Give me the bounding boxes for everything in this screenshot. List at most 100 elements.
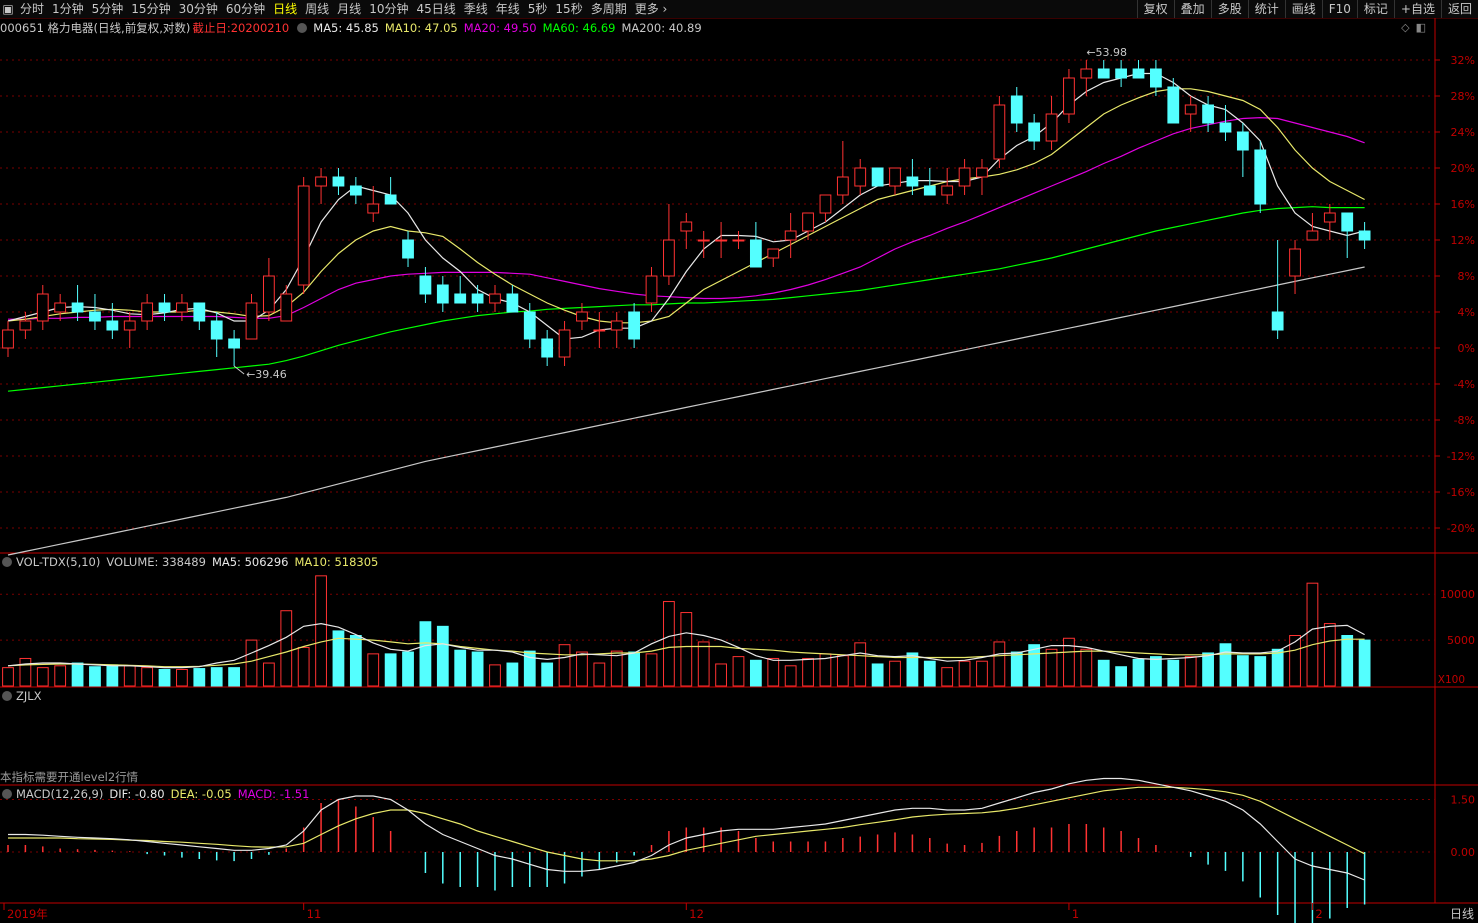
panel-layout-icons[interactable]: ◇◧ bbox=[1401, 21, 1432, 34]
volume-bar bbox=[489, 664, 501, 687]
volume-bar bbox=[680, 612, 693, 687]
zjlx-indicator-name[interactable]: ZJLX bbox=[16, 689, 42, 703]
candle-up bbox=[819, 194, 832, 214]
candle-down bbox=[871, 167, 884, 187]
tool-buttons: 复权 叠加 多股 统计 画线 F10 标记 +自选 返回 bbox=[1136, 0, 1478, 18]
tab-period[interactable]: 周线 bbox=[305, 2, 330, 16]
candle-up bbox=[2, 329, 14, 349]
volume-bar bbox=[367, 653, 380, 687]
candle-up bbox=[1184, 104, 1197, 115]
candle-down bbox=[1254, 149, 1267, 205]
candle-up bbox=[315, 176, 327, 187]
macd-dea-value: DEA: -0.05 bbox=[170, 787, 232, 801]
vol-tick-label: 5000 bbox=[1447, 634, 1475, 647]
stock-code-name[interactable]: 000651 格力电器(日线,前复权,对数) bbox=[0, 21, 191, 35]
tab-period[interactable]: 年线 bbox=[495, 2, 520, 16]
toolbar-button[interactable]: 画线 bbox=[1284, 0, 1322, 18]
ma20-value: MA20: 49.50 bbox=[463, 21, 537, 35]
zjlx-settings-icon[interactable] bbox=[2, 691, 12, 701]
volume-bar bbox=[558, 644, 571, 687]
volume-bar bbox=[141, 667, 154, 687]
tab-period[interactable]: 30分钟 bbox=[178, 2, 218, 16]
volume-bar bbox=[123, 665, 136, 687]
candle-down bbox=[628, 311, 641, 340]
candle-up bbox=[1045, 113, 1058, 142]
candle-up bbox=[732, 239, 745, 242]
candle-up bbox=[802, 212, 814, 232]
tab-period[interactable]: 15秒 bbox=[555, 2, 583, 16]
candle-down bbox=[1358, 230, 1371, 241]
candle-down bbox=[106, 320, 119, 331]
volume-bar bbox=[541, 662, 554, 687]
tab-period[interactable]: 10分钟 bbox=[369, 2, 409, 16]
candle-up bbox=[297, 185, 310, 286]
candle-up bbox=[993, 104, 1006, 160]
volume-bar bbox=[1097, 659, 1110, 687]
candle-down bbox=[349, 185, 362, 196]
volume-bar bbox=[923, 660, 936, 687]
candle-up bbox=[593, 329, 606, 332]
vol-indicator-name[interactable]: VOL-TDX(5,10) bbox=[16, 555, 101, 569]
toolbar-button[interactable]: +自选 bbox=[1393, 0, 1441, 18]
candle-up bbox=[576, 311, 588, 322]
toolbar-button[interactable]: 标记 bbox=[1356, 0, 1394, 18]
volume-bar bbox=[1358, 639, 1371, 687]
price-info-line: 000651 格力电器(日线,前复权,对数) 截止日:20200210 MA5: 4… bbox=[0, 20, 708, 36]
menu-icon[interactable]: ▣ bbox=[2, 2, 14, 16]
tab-period[interactable]: 季线 bbox=[463, 2, 488, 16]
toolbar-button[interactable]: 复权 bbox=[1136, 0, 1174, 18]
settings-dot-icon[interactable] bbox=[297, 23, 308, 33]
candle-down bbox=[402, 239, 414, 259]
candle-down bbox=[1167, 86, 1180, 124]
volume-bar bbox=[2, 667, 14, 687]
candle-down bbox=[923, 185, 936, 196]
macd-dif-line bbox=[8, 777, 1365, 881]
tab-period[interactable]: 月线 bbox=[337, 2, 362, 16]
macd-macd-value: MACD: -1.51 bbox=[237, 787, 310, 801]
volume-bar bbox=[784, 665, 797, 687]
candle-up bbox=[663, 239, 675, 277]
y-tick-label: 0% bbox=[1458, 342, 1475, 355]
candle-up bbox=[1289, 248, 1301, 277]
volume-bar bbox=[610, 650, 623, 687]
volume-bar bbox=[593, 662, 606, 687]
ma5-line bbox=[7, 72, 1365, 340]
tab-period[interactable]: 1分钟 bbox=[52, 2, 84, 16]
toolbar-button[interactable]: 返回 bbox=[1440, 0, 1478, 18]
volume-bar bbox=[1150, 656, 1162, 687]
x-tick-label: 2 bbox=[1315, 907, 1322, 921]
volume-settings-icon[interactable] bbox=[2, 557, 12, 567]
x-tick-label: 12 bbox=[689, 907, 704, 921]
tab-period[interactable]: 45日线 bbox=[416, 2, 456, 16]
candle-down bbox=[89, 311, 101, 322]
candle-down bbox=[419, 275, 432, 295]
macd-indicator-name[interactable]: MACD(12,26,9) bbox=[16, 787, 104, 801]
tab-period[interactable]: 60分钟 bbox=[225, 2, 266, 16]
tab-period[interactable]: 5分钟 bbox=[91, 2, 124, 16]
vol-ma10-line bbox=[7, 637, 1365, 668]
tab-period[interactable]: 日线 bbox=[273, 2, 298, 16]
volume-bar bbox=[749, 659, 762, 687]
tab-period[interactable]: 多周期 bbox=[590, 2, 627, 16]
toolbar-button[interactable]: F10 bbox=[1321, 0, 1357, 18]
vol-ma10-value: MA10: 518305 bbox=[294, 555, 379, 569]
tab-period[interactable]: 15分钟 bbox=[131, 2, 171, 16]
volume-bar bbox=[1167, 659, 1180, 687]
ma20-line bbox=[8, 116, 1365, 320]
tab-period[interactable]: 分时 bbox=[20, 2, 45, 16]
candle-up bbox=[176, 302, 188, 313]
macd-settings-icon[interactable] bbox=[2, 789, 12, 799]
toolbar-button[interactable]: 统计 bbox=[1247, 0, 1285, 18]
volume-bar bbox=[697, 641, 710, 687]
tab-period[interactable]: 更多 › bbox=[634, 2, 668, 16]
volume-bar bbox=[1063, 637, 1075, 687]
candle-down bbox=[1010, 95, 1023, 124]
candle-up bbox=[680, 221, 693, 232]
volume-bar bbox=[1132, 658, 1145, 687]
period-indicator[interactable]: 日线 bbox=[1449, 907, 1474, 921]
toolbar-button[interactable]: 多股 bbox=[1210, 0, 1248, 18]
candle-down bbox=[1150, 68, 1162, 88]
tab-period[interactable]: 5秒 bbox=[527, 2, 548, 16]
toolbar-button[interactable]: 叠加 bbox=[1173, 0, 1211, 18]
